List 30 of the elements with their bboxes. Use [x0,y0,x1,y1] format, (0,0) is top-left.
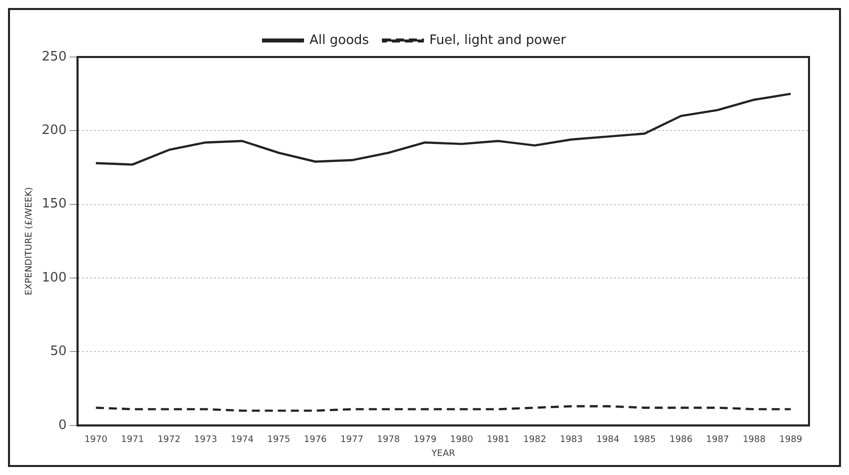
x-tick-label: 1986 [670,435,693,446]
x-tick-label: 1970 [84,435,108,446]
x-tick-label: 1987 [706,435,730,446]
x-tick-label: 1976 [304,435,328,446]
legend-label: Fuel, light and power [429,32,567,48]
y-tick-label: 250 [42,49,67,64]
x-tick-label: 1979 [414,435,437,446]
x-tick-label: 1981 [486,435,510,446]
x-tick-label: 1975 [267,435,290,446]
legend-label: All goods [309,32,370,48]
y-axis-title: EXPENDITURE (£/WEEK) [24,187,35,296]
x-tick-label: 1982 [523,435,546,446]
y-tick-label: 50 [50,344,67,360]
x-tick-label: 1972 [158,435,180,446]
x-tick-label: 1985 [632,435,656,446]
x-tick-label: 1973 [194,435,218,446]
y-tick-label: 150 [42,196,67,212]
x-tick-label: 1971 [121,435,144,446]
x-axis-title: YEAR [430,448,456,459]
x-tick-label: 1988 [742,435,766,446]
x-tick-label: 1974 [230,435,254,446]
x-tick-label: 1984 [596,435,620,446]
x-tick-label: 1980 [450,435,474,446]
x-tick-label: 1983 [560,435,583,446]
x-tick-label: 1977 [340,435,364,446]
y-tick-label: 0 [58,418,67,433]
y-tick-label: 200 [42,123,67,138]
y-tick-label: 100 [42,270,67,286]
x-tick-label: 1978 [377,435,400,446]
x-tick-label: 1989 [779,435,802,446]
